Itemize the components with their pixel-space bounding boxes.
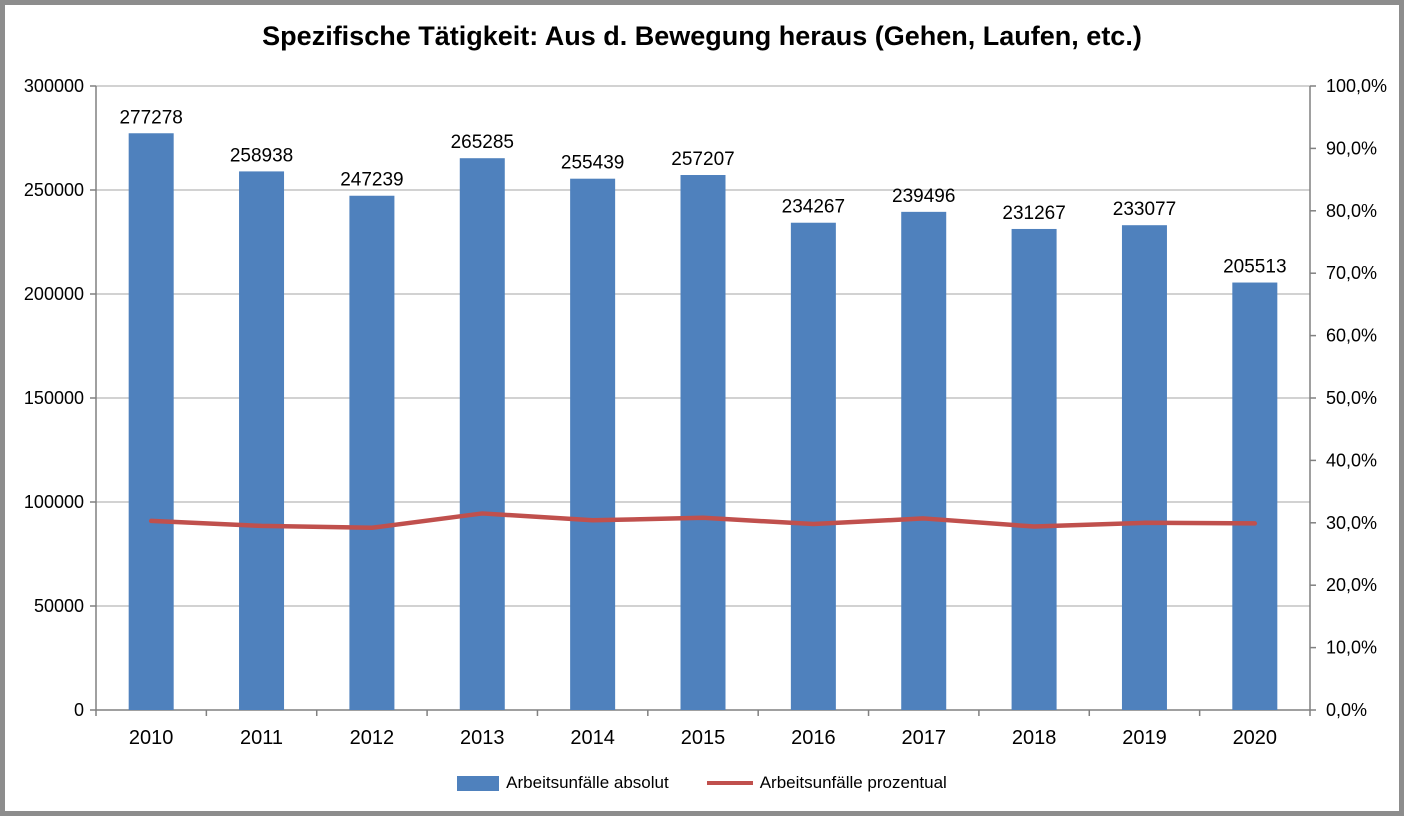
bar-data-label: 231267 (1002, 203, 1065, 224)
legend-item: Arbeitsunfälle absolut (457, 773, 669, 793)
chart-plot-area: 300000 250000 200000 150000 100000 50000 0 100,… (24, 76, 1387, 749)
right-axis-tick-label: 50,0% (1326, 388, 1377, 408)
x-axis-category-label: 2011 (240, 727, 283, 749)
bar (239, 171, 285, 711)
legend-line-swatch (706, 781, 753, 785)
left-axis-tick-label: 50000 (34, 596, 84, 616)
bar (1011, 228, 1057, 710)
bar (459, 158, 505, 710)
bar-data-label: 234267 (782, 197, 845, 218)
bar (1232, 282, 1278, 710)
left-axis-tick-label: 150000 (24, 388, 84, 408)
chart-title: Spezifische Tätigkeit: Aus d. Bewegung h… (262, 21, 1142, 51)
left-axis-tick-label: 250000 (24, 180, 84, 200)
bar (1121, 225, 1167, 711)
bar-data-label: 265285 (451, 132, 514, 153)
bar (349, 195, 395, 711)
x-axis-category-label: 2012 (350, 727, 395, 749)
right-axis-tick-label: 100,0% (1326, 76, 1387, 96)
bar-data-label: 233077 (1113, 199, 1176, 220)
x-axis-category-label: 2016 (791, 727, 836, 749)
bar-data-label: 277278 (119, 107, 182, 128)
x-axis-category-label: 2015 (681, 727, 726, 749)
right-axis-tick-label: 0,0% (1326, 700, 1367, 720)
right-axis-tick-label: 30,0% (1326, 513, 1377, 533)
right-axis-tick-label: 10,0% (1326, 638, 1377, 658)
legend-label: Arbeitsunfälle absolut (506, 773, 669, 792)
x-axis-category-label: 2020 (1233, 727, 1278, 749)
left-axis-tick-label: 0 (74, 700, 84, 720)
bar-data-label: 255439 (561, 153, 624, 174)
x-axis-category-label: 2018 (1012, 727, 1057, 749)
bar (790, 222, 836, 710)
left-axis-tick-label: 300000 (24, 76, 84, 96)
x-axis-category-label: 2019 (1122, 727, 1167, 749)
x-axis-category-label: 2017 (901, 727, 946, 749)
right-axis-tick-label: 80,0% (1326, 201, 1377, 221)
bar-data-label: 247239 (340, 170, 403, 191)
bar-data-label: 258938 (230, 145, 293, 166)
bar (901, 211, 947, 710)
legend-item: Arbeitsunfälle prozentual (706, 773, 947, 793)
left-axis-tick-label: 100000 (24, 492, 84, 512)
left-axis-tick-label: 200000 (24, 284, 84, 304)
right-axis-tick-label: 60,0% (1326, 326, 1377, 346)
x-axis-category-label: 2014 (570, 727, 615, 749)
right-axis-tick-label: 20,0% (1326, 575, 1377, 595)
x-axis-category-label: 2013 (460, 727, 505, 749)
legend-label: Arbeitsunfälle prozentual (759, 773, 947, 792)
chart-legend: Arbeitsunfälle absolut Arbeitsunfälle pro… (5, 773, 1399, 793)
bar-data-label: 205513 (1223, 257, 1286, 278)
x-axis-category-label: 2010 (129, 727, 174, 749)
bar (570, 178, 616, 710)
bar (128, 133, 174, 710)
bar (680, 175, 726, 710)
legend-bar-swatch (457, 775, 500, 791)
right-axis-tick-label: 70,0% (1326, 263, 1377, 283)
bar-data-label: 257207 (671, 149, 734, 170)
bar-data-label: 239496 (892, 186, 955, 207)
percentage-line (148, 511, 1258, 531)
right-axis-tick-label: 40,0% (1326, 450, 1377, 470)
right-axis-tick-label: 90,0% (1326, 138, 1377, 158)
